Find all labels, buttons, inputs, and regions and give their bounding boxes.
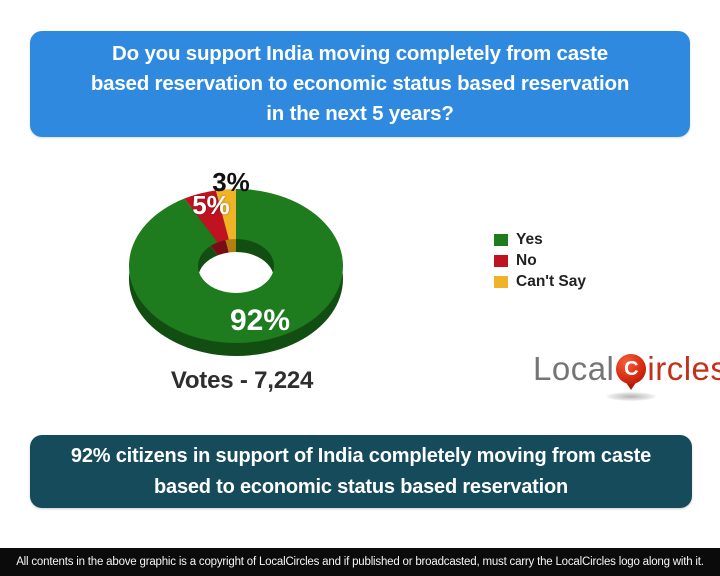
- legend-item-cant-say: Can't Say: [494, 271, 586, 292]
- legend-label-cant-say: Can't Say: [516, 272, 587, 290]
- legend-label-no: No: [516, 251, 537, 269]
- summary-text: 92% citizens in support of India complet…: [70, 444, 652, 498]
- localcircles-logo: Local C ircles: [533, 350, 720, 410]
- legend-item-yes: Yes: [494, 229, 586, 250]
- pin-shadow: [606, 392, 657, 401]
- chart-legend: Yes No Can't Say: [494, 229, 586, 292]
- legend-swatch-no: [494, 254, 508, 267]
- pin-circle: C: [616, 354, 647, 384]
- logo-text-ircles: ircles: [647, 350, 720, 387]
- slice-label-yes: 92%: [229, 304, 291, 337]
- legend-label-yes: Yes: [516, 230, 543, 248]
- copyright-text: All contents in the above graphic is a c…: [16, 556, 704, 568]
- logo-letter-c: C: [624, 357, 639, 380]
- summary-banner: 92% citizens in support of India complet…: [30, 435, 692, 508]
- legend-swatch-yes: [494, 233, 508, 246]
- question-banner: Do you support India moving completely f…: [30, 31, 690, 137]
- map-pin-icon: C: [606, 354, 657, 401]
- legend-item-no: No: [494, 250, 586, 271]
- pin-tip: [625, 381, 638, 390]
- votes-count: Votes - 7,224: [170, 367, 314, 394]
- donut-top-layer: [128, 189, 343, 343]
- slice-label-no: 5%: [192, 190, 230, 220]
- slice-label-cant-say: 3%: [212, 167, 250, 197]
- legend-swatch-cant-say: [494, 275, 508, 288]
- question-text: Do you support India moving completely f…: [90, 42, 630, 125]
- donut-chart: [128, 189, 343, 356]
- logo-text-local: Local: [533, 350, 615, 387]
- copyright-bar: All contents in the above graphic is a c…: [0, 548, 720, 576]
